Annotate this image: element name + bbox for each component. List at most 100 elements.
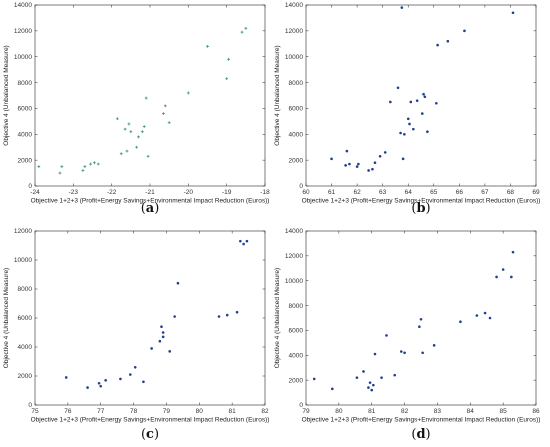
data-point (244, 26, 248, 30)
plot-frame (305, 4, 537, 187)
panel-label-d: (d) (411, 427, 430, 442)
x-tick-label: 85 (500, 408, 508, 415)
x-tick-label: 82 (261, 408, 269, 415)
y-tick-label: 4000 (18, 131, 33, 138)
x-tick-label: -23 (69, 189, 79, 196)
data-point (385, 334, 388, 337)
data-point (483, 311, 487, 315)
y-tick-label: 4000 (18, 344, 33, 351)
data-point (355, 376, 359, 379)
y-tick-label: 6000 (18, 106, 33, 113)
data-point (150, 347, 153, 350)
x-tick-label: 83 (434, 408, 442, 415)
data-point (370, 388, 374, 392)
data-point (421, 351, 424, 355)
y-tick-label: 14000 (285, 2, 303, 9)
data-point (330, 157, 333, 161)
plot-frame (34, 230, 266, 406)
y-tick-label: 6000 (18, 315, 33, 322)
data-point (400, 6, 404, 9)
x-tick-label: 66 (456, 189, 464, 196)
y-axis-label: Objective 4 (Unbalanced Measure) (3, 268, 10, 368)
y-tick-label: 8000 (289, 303, 304, 310)
data-point (93, 161, 96, 165)
data-point (393, 373, 397, 377)
x-tick-label: 69 (532, 189, 540, 196)
data-point (119, 152, 123, 156)
data-point (225, 313, 229, 317)
data-point (144, 96, 148, 100)
data-point (511, 11, 515, 15)
data-point (412, 127, 415, 131)
data-point (435, 101, 438, 105)
x-tick-label: -22 (107, 189, 117, 196)
x-tick-label: 64 (405, 189, 413, 196)
data-point (373, 352, 377, 356)
panel-c: 75 76 77 78 79 80 81 82 0 2000 4000 6000 8000 10000 12… (3, 228, 269, 423)
data-point (418, 325, 421, 329)
data-point (161, 331, 165, 334)
data-point (161, 335, 165, 339)
data-point (345, 149, 349, 153)
data-point (488, 316, 492, 320)
data-point (137, 135, 140, 139)
x-tick-label: 63 (379, 189, 387, 196)
y-tick-label: 12000 (14, 228, 32, 235)
x-tick-label: 80 (196, 408, 204, 415)
data-point (495, 275, 498, 279)
data-point (408, 122, 411, 126)
data-point (415, 99, 419, 102)
y-tick-label: 6000 (289, 328, 304, 335)
data-point (96, 162, 100, 166)
y-tick-label: 0 (299, 402, 303, 409)
y-tick-label: 0 (299, 183, 303, 190)
data-point (357, 162, 360, 166)
data-point (129, 130, 133, 134)
data-point (142, 125, 146, 128)
x-tick-label: -20 (184, 189, 194, 196)
panel-b: 60 61 62 63 64 65 66 67 68 69 0 2000 4000 6000 8000 100… (274, 2, 540, 204)
x-tick-label: 82 (401, 408, 409, 415)
data-point (119, 377, 122, 381)
data-point (436, 43, 439, 47)
data-point (64, 376, 68, 379)
y-axis-label: Objective 4 (Unbalanced Measure) (3, 45, 10, 145)
data-point (186, 91, 190, 95)
y-tick-label: 8000 (18, 80, 33, 87)
data-point (373, 161, 377, 165)
y-tick-label: 8000 (289, 80, 304, 87)
data-point (510, 275, 513, 279)
x-tick-label: 79 (163, 408, 171, 415)
data-point (426, 130, 429, 133)
data-point (409, 100, 413, 104)
data-point (432, 344, 436, 347)
x-tick-label: 61 (328, 189, 336, 196)
data-point (37, 165, 41, 169)
data-point (475, 314, 479, 317)
data-point (403, 351, 406, 355)
x-tick-label: 68 (507, 189, 515, 196)
data-point (389, 100, 392, 104)
data-point (158, 339, 162, 343)
y-tick-label: 12000 (14, 28, 32, 35)
data-point (60, 165, 64, 169)
data-point (99, 384, 103, 388)
panel-d: 79 80 81 82 83 84 85 86 0 2000 4000 6000 8000 10000 12… (274, 228, 540, 423)
y-tick-label: 0 (28, 402, 32, 409)
data-point (123, 127, 127, 131)
x-tick-label: -19 (222, 189, 232, 196)
x-tick-label: 65 (430, 189, 438, 196)
data-point (446, 39, 450, 43)
data-point (83, 165, 87, 169)
x-tick-label: -24 (30, 189, 40, 196)
data-point (406, 117, 410, 121)
data-point (206, 44, 209, 48)
y-tick-label: 10000 (14, 257, 32, 264)
x-tick-label: 77 (97, 408, 105, 415)
x-axis-label: Objective 1+2+3 (Profit+Energy Savings+E… (31, 198, 270, 205)
x-axis-label: Objective 1+2+3 (Profit+Energy Savings+E… (302, 417, 541, 424)
data-point (227, 57, 230, 61)
y-tick-label: 10000 (14, 54, 32, 61)
data-point (419, 317, 423, 321)
